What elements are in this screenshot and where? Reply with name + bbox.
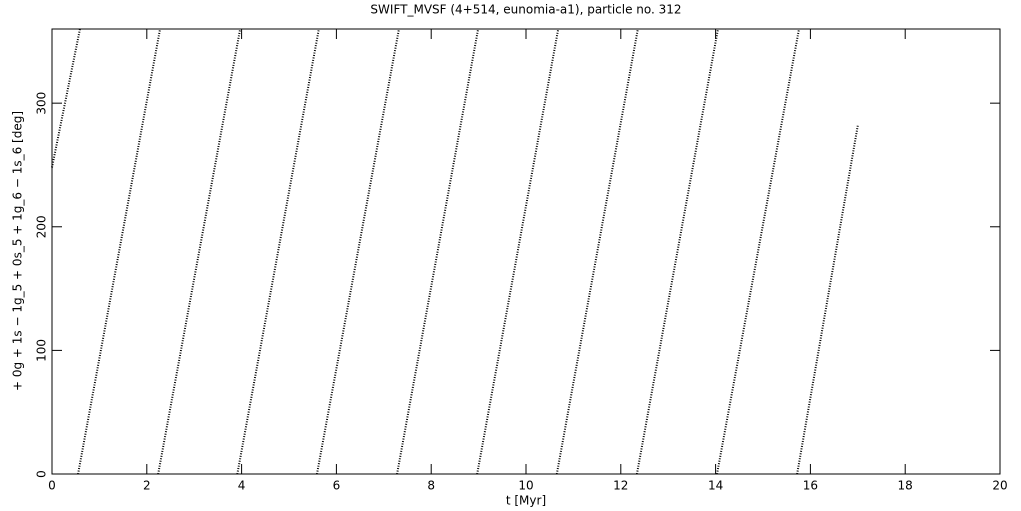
data-line-piece (635, 28, 719, 475)
data-line-piece (476, 28, 560, 475)
x-axis-label: t [Myr] (506, 494, 546, 508)
x-tick-label: 2 (143, 479, 151, 493)
data-line-piece (315, 28, 400, 475)
x-tick-label: 14 (708, 479, 723, 493)
data-line-piece (796, 125, 859, 475)
x-tick-label: 4 (238, 479, 246, 493)
x-tick-label: 16 (803, 479, 818, 493)
x-tick-label: 0 (48, 479, 56, 493)
x-tick-label: 10 (518, 479, 533, 493)
data-line-piece (716, 28, 801, 475)
data-line-piece (77, 28, 162, 475)
x-tick-label: 8 (427, 479, 435, 493)
y-tick-label: 100 (35, 339, 49, 362)
x-tick-label: 18 (898, 479, 913, 493)
x-tick-label: 12 (613, 479, 628, 493)
x-tick-label: 6 (333, 479, 341, 493)
y-tick-label: 0 (35, 470, 49, 478)
data-line-piece (157, 28, 242, 475)
y-tick-label: 300 (35, 92, 49, 115)
data-line-piece (51, 28, 81, 168)
x-tick-label: 20 (992, 479, 1007, 493)
chart-title: SWIFT_MVSF (4+514, eunomia-a1), particle… (370, 3, 681, 17)
data-line-piece (236, 28, 320, 475)
plot-frame (51, 28, 1001, 475)
data-line-piece (396, 28, 480, 475)
y-tick-label: 200 (35, 215, 49, 238)
data-line-piece (555, 28, 639, 475)
y-axis-label: + 0g + 1s − 1g_5 + 0s_5 + 1g_6 − 1s_6 [d… (11, 111, 25, 391)
